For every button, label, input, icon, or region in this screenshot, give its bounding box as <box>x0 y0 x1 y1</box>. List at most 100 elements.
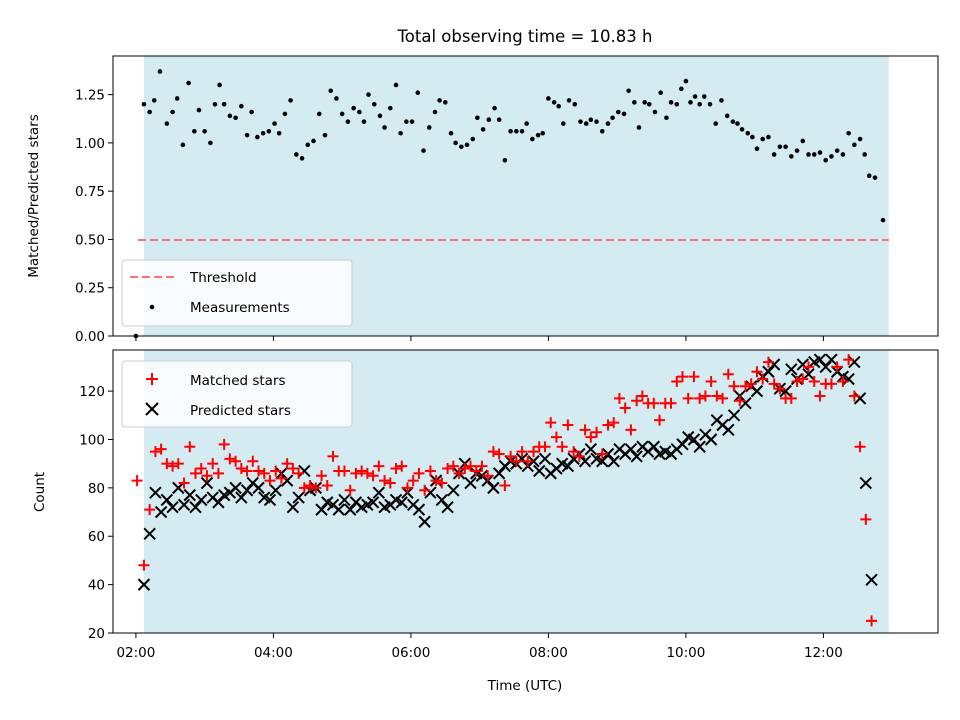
top-y-tick-label: 0.50 <box>75 232 105 248</box>
matched-star-marker <box>144 504 156 516</box>
bottom-y-tick-label: 40 <box>88 578 105 594</box>
predicted-star-marker <box>802 367 815 381</box>
matched-star-marker <box>579 424 591 436</box>
predicted-star-marker <box>561 459 575 473</box>
measurement-point <box>266 129 272 134</box>
predicted-star-marker <box>848 355 861 369</box>
matched-star-marker <box>373 460 385 472</box>
top-y-axis-label: Matched/Predicted stars <box>26 114 42 277</box>
predicted-star-marker <box>395 496 408 509</box>
matched-star-marker <box>298 482 310 494</box>
matched-star-marker <box>419 484 431 496</box>
matched-star-marker <box>740 380 751 392</box>
measurement-point <box>679 86 684 92</box>
matched-star-marker <box>465 460 476 472</box>
matched-star-marker <box>866 615 878 627</box>
predicted-star-marker <box>154 505 168 519</box>
matched-star-marker <box>762 356 774 368</box>
x-tick-label: 02:00 <box>116 645 155 661</box>
predicted-star-marker <box>441 501 454 514</box>
measurement-point <box>409 119 415 124</box>
matched-star-marker <box>195 463 207 475</box>
predicted-star-marker <box>269 484 282 497</box>
predicted-star-marker <box>332 503 345 516</box>
matched-star-marker <box>230 455 242 467</box>
matched-star-marker <box>287 463 299 475</box>
measurement-point <box>811 152 817 157</box>
measurement-point <box>174 96 180 101</box>
measurement-point <box>387 105 393 111</box>
matched-star-marker <box>596 448 608 460</box>
measurement-point <box>311 138 316 144</box>
matched-star-marker <box>201 470 213 482</box>
matched-star-marker <box>825 378 837 390</box>
predicted-star-marker <box>183 488 196 502</box>
matched-star-marker <box>131 475 143 487</box>
measurement-point <box>823 157 829 163</box>
x-axis-label: Time (UTC) <box>487 678 563 694</box>
measurement-point <box>398 130 403 136</box>
matched-star-marker <box>235 463 247 475</box>
matched-star-marker <box>774 383 786 395</box>
measurement-point <box>382 125 387 130</box>
measurement-point <box>221 101 227 107</box>
measurement-point <box>164 121 170 126</box>
predicted-star-marker <box>172 481 185 495</box>
measurement-point <box>492 105 497 111</box>
measurement-point <box>546 96 551 101</box>
matched-star-marker <box>270 465 282 477</box>
measurement-point <box>141 101 147 107</box>
matched-star-marker <box>212 467 224 479</box>
predicted-star-marker <box>424 486 437 499</box>
measurement-point <box>227 113 233 119</box>
measurement-point <box>697 101 702 107</box>
matched-star-marker <box>190 467 201 479</box>
measurement-point <box>599 129 605 134</box>
matched-star-marker <box>688 371 700 383</box>
matched-star-marker <box>430 475 442 487</box>
measurement-point <box>610 115 615 121</box>
matched-star-marker <box>241 465 253 477</box>
matched-star-marker <box>528 446 540 458</box>
measurement-point <box>328 88 334 94</box>
matched-star-marker <box>602 419 614 431</box>
predicted-star-marker <box>727 409 741 422</box>
predicted-star-marker <box>739 397 752 410</box>
matched-star-marker <box>854 441 866 453</box>
predicted-star-marker <box>601 447 615 461</box>
measurement-point <box>233 115 238 121</box>
measurement-point <box>642 100 647 105</box>
matched-star-marker <box>470 465 482 477</box>
predicted-star-marker <box>859 476 873 490</box>
measurement-point <box>502 157 508 163</box>
predicted-star-marker <box>704 433 718 446</box>
matched-star-marker <box>281 458 293 470</box>
measurement-point <box>361 119 367 124</box>
measurement-point <box>771 152 777 157</box>
matched-star-marker <box>619 402 631 414</box>
matched-star-marker <box>699 390 711 402</box>
predicted-star-marker <box>166 501 179 514</box>
measurement-point <box>688 100 693 105</box>
measurement-point <box>583 121 589 126</box>
predicted-star-marker <box>189 501 202 514</box>
predicted-star-markers <box>137 353 878 591</box>
measurement-point <box>730 119 736 124</box>
measurement-point <box>421 148 426 153</box>
bottom-legend-box <box>121 360 353 428</box>
legend-matched-swatch <box>146 373 158 385</box>
matched-star-marker <box>722 368 734 380</box>
measurement-point <box>857 136 863 142</box>
matched-star-marker <box>631 395 643 407</box>
measurement-point <box>448 130 454 136</box>
matched-star-marker <box>613 392 625 404</box>
matched-star-marker <box>253 465 265 477</box>
matched-star-marker <box>545 417 557 429</box>
matched-star-marker <box>321 479 333 491</box>
matched-star-marker <box>573 450 585 462</box>
top-legend: Threshold Measurements <box>121 259 353 327</box>
measurement-point <box>530 136 535 142</box>
matched-star-marker <box>522 455 534 467</box>
matched-star-marker <box>751 366 763 378</box>
